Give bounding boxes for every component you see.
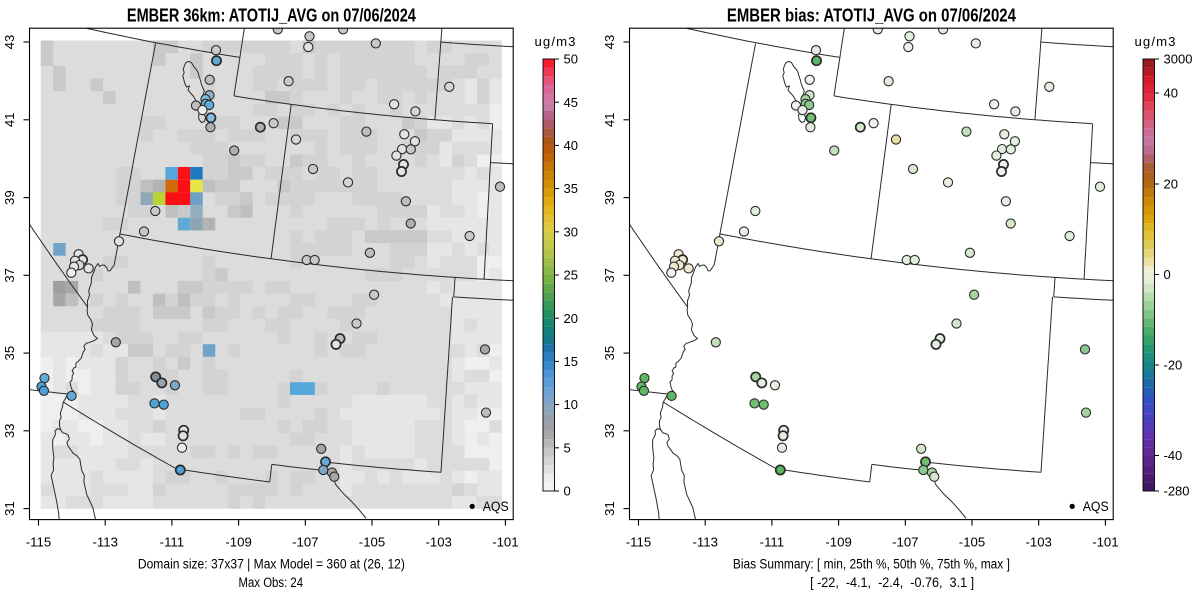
svg-text:15: 15 bbox=[564, 354, 578, 369]
svg-text:5: 5 bbox=[564, 440, 571, 455]
svg-text:-109: -109 bbox=[225, 535, 251, 550]
svg-text:-113: -113 bbox=[692, 535, 717, 550]
svg-text:41: 41 bbox=[2, 112, 17, 127]
svg-text:37: 37 bbox=[602, 268, 617, 283]
svg-text:-105: -105 bbox=[959, 535, 985, 550]
svg-text:ug/m3: ug/m3 bbox=[1135, 34, 1176, 49]
svg-text:-107: -107 bbox=[292, 535, 318, 550]
svg-text:41: 41 bbox=[602, 112, 617, 127]
svg-text:-105: -105 bbox=[359, 535, 385, 550]
svg-text:-20: -20 bbox=[1164, 358, 1183, 373]
svg-text:-280: -280 bbox=[1164, 484, 1190, 499]
svg-text:33: 33 bbox=[2, 423, 17, 438]
svg-text:-113: -113 bbox=[92, 535, 117, 550]
svg-text:20: 20 bbox=[1164, 177, 1178, 192]
svg-text:[ -22, -4.1, -2.4, -0.76,: [ -22, -4.1, -2.4, -0.76, 3.1 ] bbox=[810, 575, 974, 590]
svg-text:Bias Summary: [ min, 25th %, 5: Bias Summary: [ min, 25th %, 50th %, 75t… bbox=[733, 557, 1010, 572]
svg-text:-101: -101 bbox=[492, 535, 518, 550]
svg-text:-115: -115 bbox=[626, 535, 651, 550]
svg-text:-103: -103 bbox=[1025, 535, 1051, 550]
svg-text:10: 10 bbox=[564, 397, 578, 412]
svg-text:3000: 3000 bbox=[1164, 52, 1193, 67]
svg-text:31: 31 bbox=[602, 501, 617, 516]
svg-text:43: 43 bbox=[602, 35, 617, 50]
svg-text:39: 39 bbox=[602, 190, 617, 205]
svg-text:0: 0 bbox=[1164, 267, 1171, 282]
svg-text:-111: -111 bbox=[160, 535, 184, 550]
svg-text:EMBER 36km: ATOTIJ_AVG on 07/0: EMBER 36km: ATOTIJ_AVG on 07/06/2024 bbox=[127, 5, 416, 25]
svg-text:-40: -40 bbox=[1164, 448, 1183, 463]
svg-text:37: 37 bbox=[2, 268, 17, 283]
svg-text:43: 43 bbox=[2, 35, 17, 50]
svg-text:-115: -115 bbox=[26, 535, 51, 550]
svg-text:30: 30 bbox=[564, 224, 578, 239]
svg-text:40: 40 bbox=[564, 138, 578, 153]
svg-text:0: 0 bbox=[564, 484, 571, 499]
svg-text:35: 35 bbox=[564, 181, 578, 196]
svg-text:EMBER bias: ATOTIJ_AVG on 07/0: EMBER bias: ATOTIJ_AVG on 07/06/2024 bbox=[727, 5, 1016, 25]
svg-text:31: 31 bbox=[2, 501, 17, 516]
svg-text:AQS: AQS bbox=[1083, 499, 1109, 514]
svg-text:33: 33 bbox=[602, 423, 617, 438]
svg-text:39: 39 bbox=[2, 190, 17, 205]
svg-text:-101: -101 bbox=[1092, 535, 1118, 550]
svg-text:40: 40 bbox=[1164, 86, 1178, 101]
svg-text:Domain size: 37x37 | Max Model: Domain size: 37x37 | Max Model = 360 at … bbox=[138, 557, 405, 572]
svg-text:50: 50 bbox=[564, 52, 578, 67]
svg-text:-109: -109 bbox=[825, 535, 851, 550]
svg-text:20: 20 bbox=[564, 311, 578, 326]
svg-text:35: 35 bbox=[602, 346, 617, 361]
svg-text:35: 35 bbox=[2, 346, 17, 361]
svg-text:-111: -111 bbox=[760, 535, 784, 550]
svg-text:-103: -103 bbox=[425, 535, 451, 550]
svg-text:AQS: AQS bbox=[483, 499, 509, 514]
svg-text:ug/m3: ug/m3 bbox=[535, 34, 576, 49]
svg-text:25: 25 bbox=[564, 268, 578, 283]
svg-text:Max Obs: 24: Max Obs: 24 bbox=[239, 575, 304, 590]
svg-text:-107: -107 bbox=[892, 535, 918, 550]
svg-text:45: 45 bbox=[564, 95, 578, 110]
